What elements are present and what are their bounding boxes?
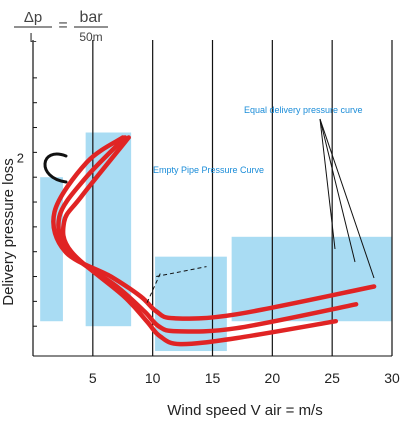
empty-pipe-curve — [156, 266, 207, 278]
annotation-leader-2 — [319, 118, 356, 263]
pressure-curve-2 — [56, 135, 359, 334]
x-tick-label-30: 30 — [384, 370, 400, 386]
x-tick-label-10: 10 — [145, 370, 161, 386]
pressure-curve-3 — [51, 135, 377, 321]
flow-band-1 — [40, 177, 63, 322]
curves — [43, 135, 377, 347]
annotations — [145, 118, 375, 305]
x-tick-label-15: 15 — [205, 370, 221, 386]
axes — [32, 40, 392, 357]
unit-denominator-right: 50m — [79, 30, 102, 44]
loop-marker — [43, 152, 68, 184]
y-tick-label: 2 — [17, 150, 24, 165]
pressure-curve-1 — [60, 135, 339, 347]
x-tick-label-20: 20 — [265, 370, 281, 386]
unit-numerator-right: bar — [79, 9, 103, 26]
unit-denominator-left: L — [29, 30, 36, 45]
annotation-equal-delivery: Equal delivery pressure curve — [244, 105, 363, 115]
annotation-leader-1 — [319, 118, 336, 250]
empty-pipe-curve-tail — [145, 273, 161, 305]
x-tick-label-5: 5 — [89, 370, 97, 386]
flow-band-3 — [155, 256, 227, 352]
unit-numerator-left: Δp — [24, 9, 42, 26]
grid — [92, 40, 393, 356]
unit-equals: = — [58, 17, 67, 34]
x-axis-label: Wind speed V air = m/s — [167, 402, 322, 419]
y-axis-label: Delivery pressure loss — [0, 158, 17, 306]
x-tick-label-25: 25 — [324, 370, 340, 386]
annotation-leader-3 — [319, 118, 375, 279]
annotation-empty-pipe: Empty Pipe Pressure Curve — [153, 165, 264, 175]
